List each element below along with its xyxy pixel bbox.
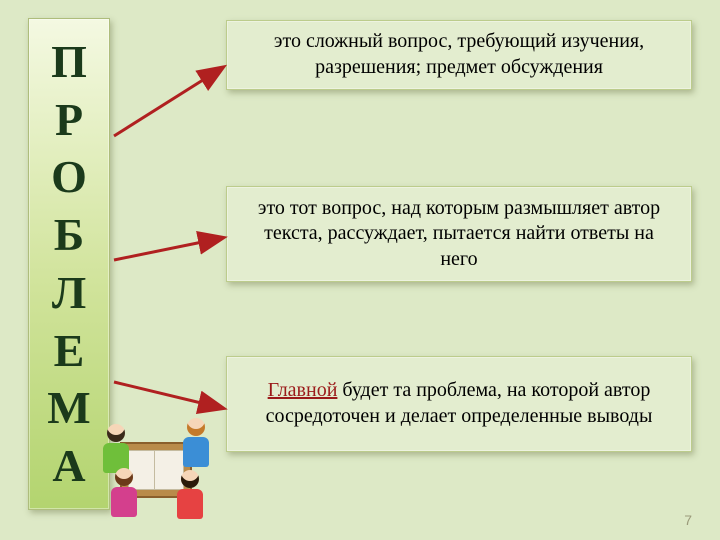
vletter-0: П [51,39,87,85]
vletter-7: А [52,443,85,489]
vletter-3: Б [54,212,84,258]
vletter-6: М [47,385,90,431]
arrow-1 [114,68,222,136]
children-reading-illustration [96,398,216,508]
definition-text-1: это сложный вопрос, требующий изучения, … [245,29,673,80]
definition-highlight-3: Главной [268,379,338,401]
definition-box-1: это сложный вопрос, требующий изучения, … [226,20,692,90]
arrow-2 [114,238,222,260]
page-number: 7 [684,512,692,528]
vletter-5: Е [54,328,85,374]
definition-text-3: Главной будет та проблема, на которой ав… [245,378,673,429]
definition-box-2: это тот вопрос, над которым размышляет а… [226,186,692,282]
child-2 [182,418,210,468]
vletter-1: Р [55,97,83,143]
vletter-2: О [51,154,87,200]
definition-box-3: Главной будет та проблема, на которой ав… [226,356,692,452]
child-4 [176,470,204,520]
vletter-4: Л [52,270,86,316]
definition-text-2: это тот вопрос, над которым размышляет а… [245,196,673,273]
child-1 [102,424,130,474]
child-3 [110,468,138,518]
